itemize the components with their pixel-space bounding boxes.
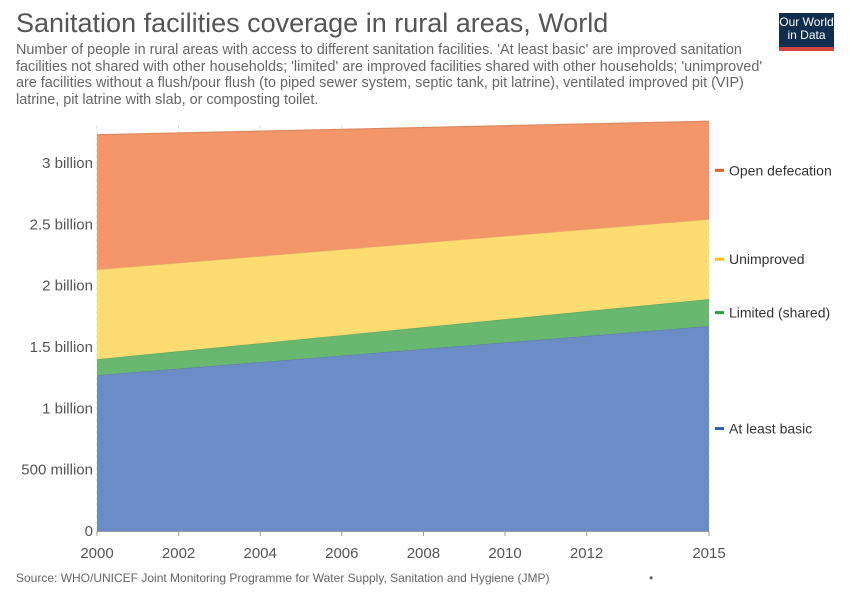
legend-label-at-least-basic: At least basic <box>729 421 812 437</box>
x-tick-label: 2004 <box>244 545 277 562</box>
logo-line-1: Our World <box>779 15 834 29</box>
legend-label-open-defecation: Open defecation <box>729 162 832 178</box>
x-tick-label: 2006 <box>325 545 358 562</box>
area-edge-open-defecation <box>96 120 710 136</box>
area-at-least-basic <box>97 326 709 531</box>
logo-line-2: in Data <box>787 28 826 42</box>
legend-swatch-open-defecation <box>715 168 724 172</box>
area-unimproved <box>97 219 709 360</box>
legend-swatch-limited-shared <box>715 311 724 315</box>
owid-logo[interactable]: Our World in Data <box>779 13 834 51</box>
y-tick-label: 3 billion <box>42 155 93 172</box>
legend-swatch-unimproved <box>715 257 724 261</box>
chart-title: Sanitation facilities coverage in rural … <box>16 8 609 38</box>
x-tick-label: 2008 <box>407 545 440 562</box>
area-limited-shared <box>97 299 709 376</box>
y-tick-label: 2.5 billion <box>30 216 93 233</box>
chart-subtitle: Number of people in rural areas with acc… <box>16 42 763 108</box>
x-tick-label: 2012 <box>570 545 603 562</box>
x-tick-label: 2002 <box>162 545 195 562</box>
y-tick-label: 500 million <box>21 462 93 479</box>
y-tick-label: 1 billion <box>42 400 93 417</box>
y-tick-label: 0 <box>85 523 93 540</box>
y-tick-label: 1.5 billion <box>30 339 93 356</box>
x-tick-label: 2015 <box>692 545 725 562</box>
legend-label-limited-shared: Limited (shared) <box>729 305 830 321</box>
footer-dot: • <box>649 571 654 585</box>
area-open-defecation <box>97 121 709 270</box>
legend-label-unimproved: Unimproved <box>729 251 804 267</box>
y-tick-label: 2 billion <box>42 278 93 295</box>
source-note[interactable]: Source: WHO/UNICEF Joint Monitoring Prog… <box>16 571 550 585</box>
x-tick-label: 2010 <box>488 545 521 562</box>
legend-swatch-at-least-basic <box>715 427 724 431</box>
x-tick-label: 2000 <box>80 545 113 562</box>
